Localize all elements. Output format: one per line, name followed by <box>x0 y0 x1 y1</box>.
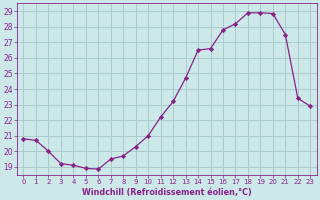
X-axis label: Windchill (Refroidissement éolien,°C): Windchill (Refroidissement éolien,°C) <box>82 188 252 197</box>
